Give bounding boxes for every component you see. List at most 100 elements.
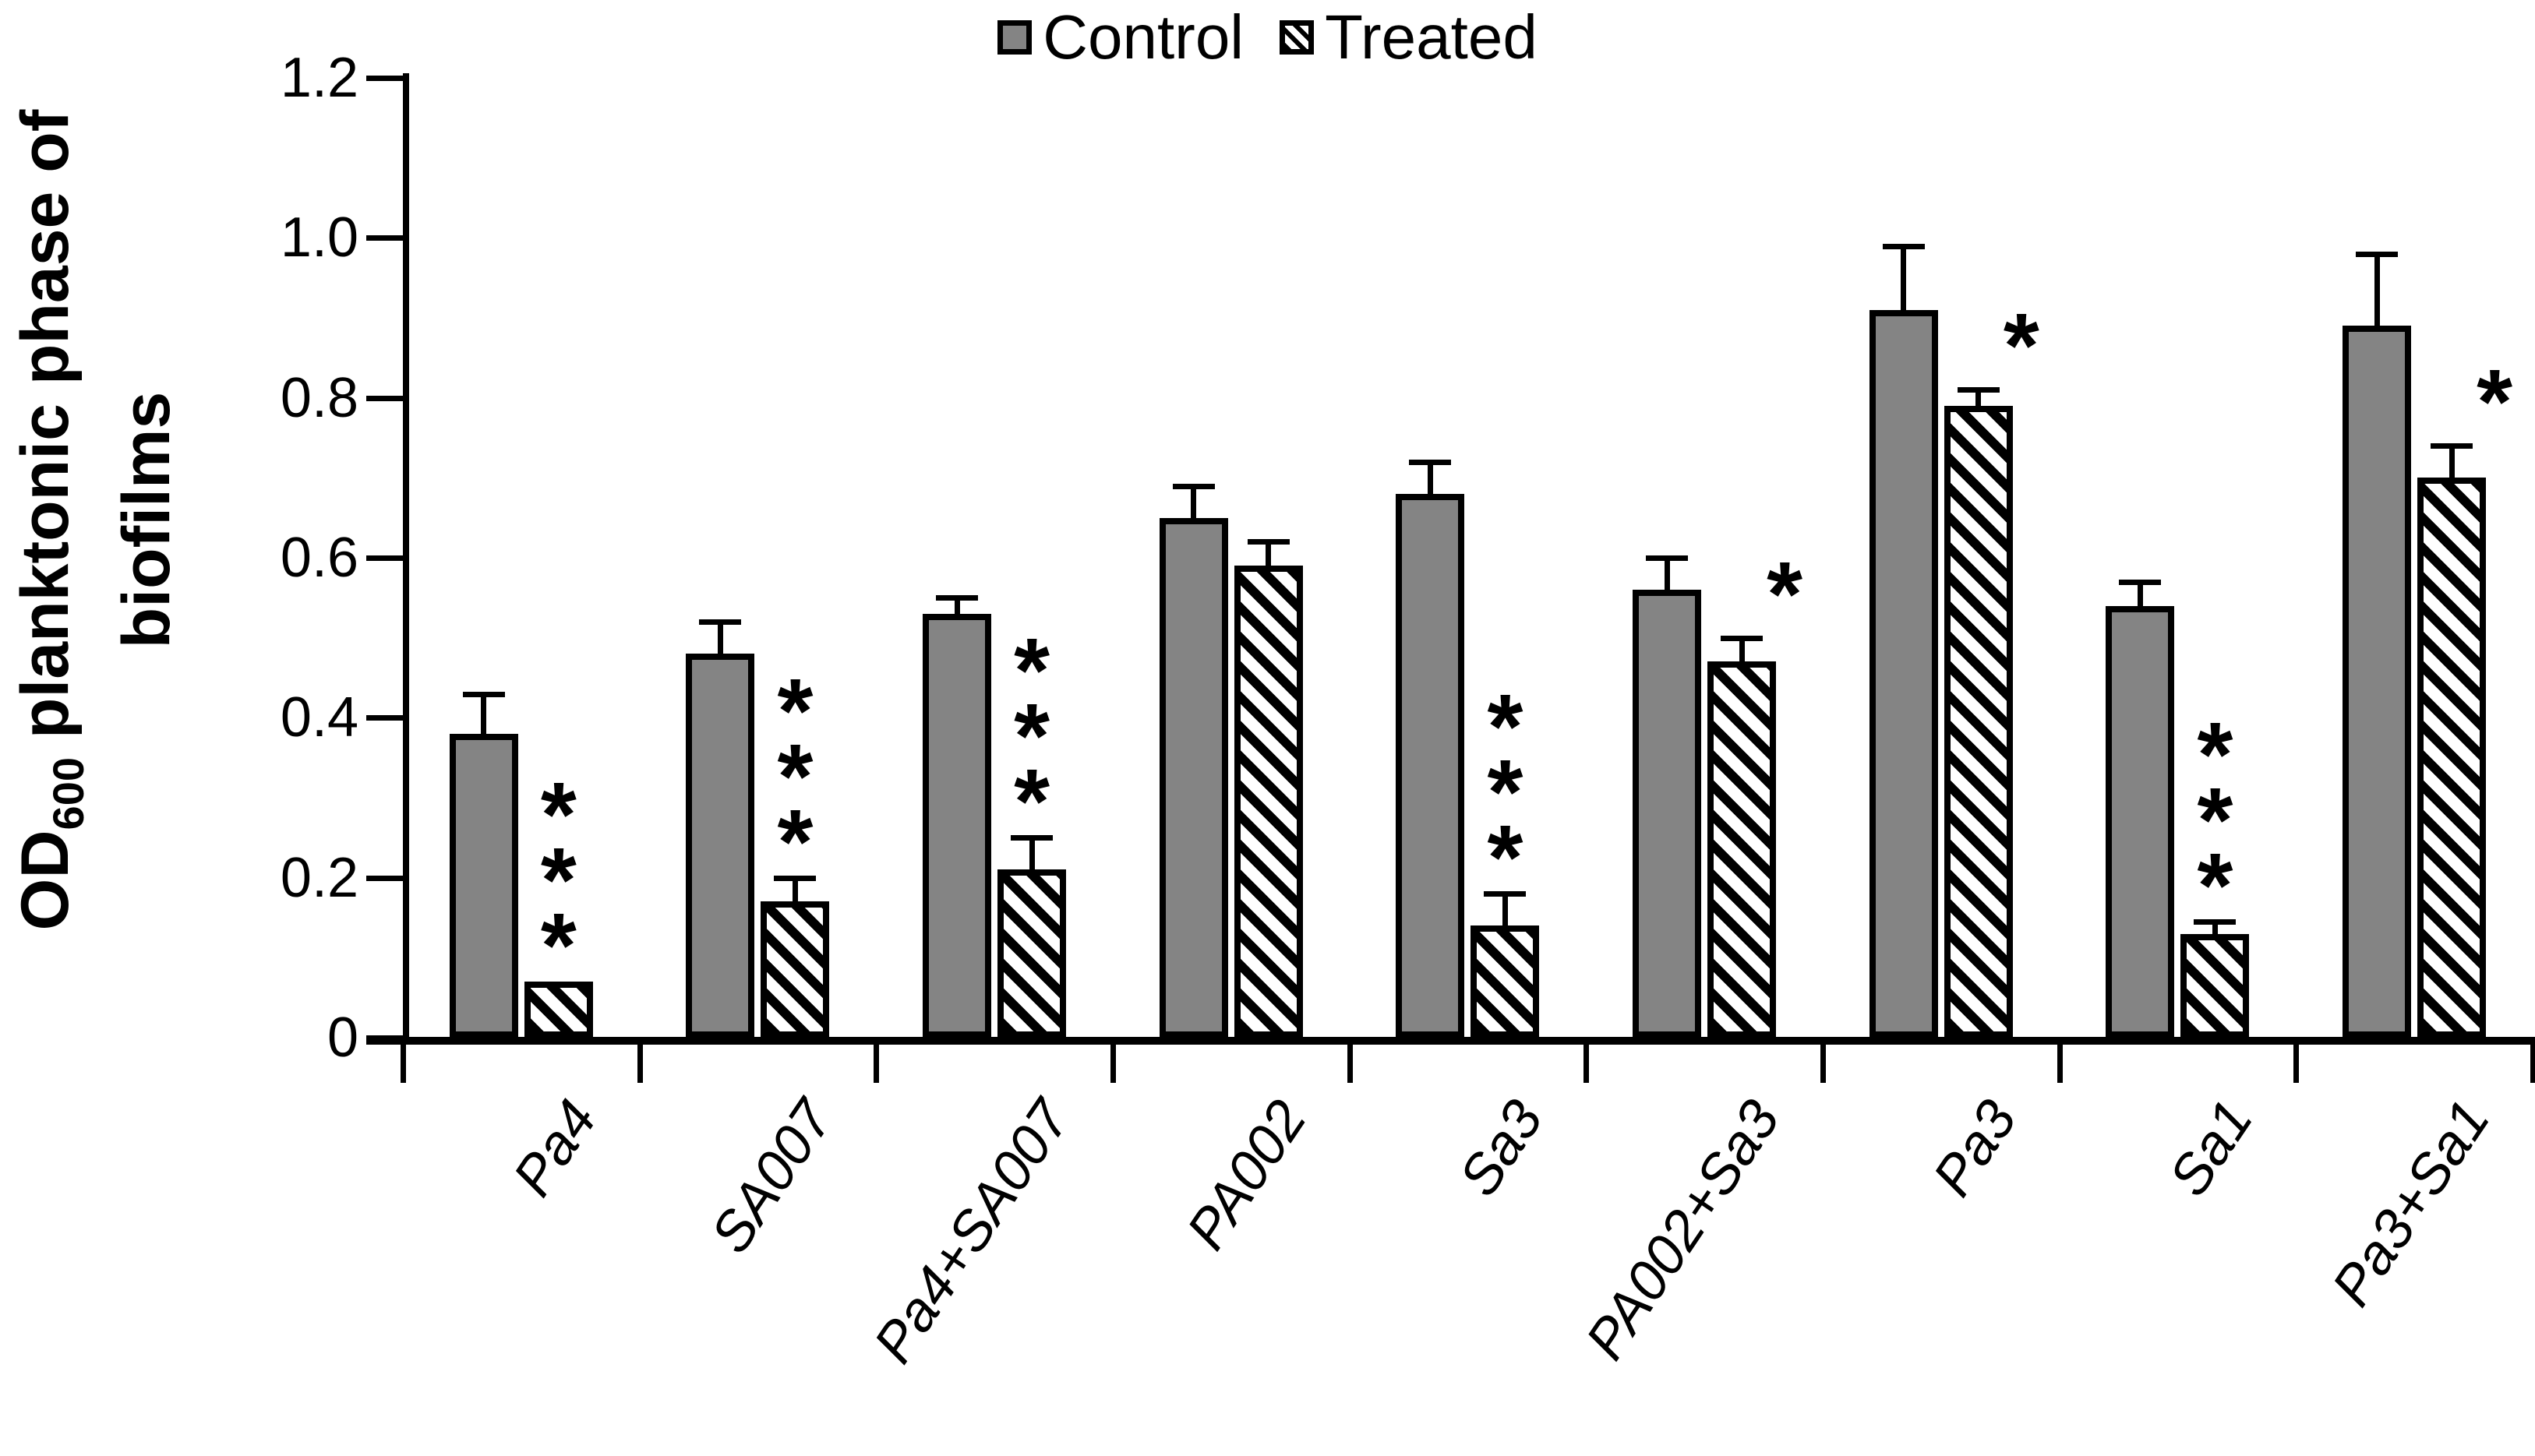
error-bar-line [1191,485,1197,520]
error-bar-line [1427,461,1433,495]
bar-control [2343,326,2412,1038]
error-bar-cap [936,595,979,601]
y-tick-mark [366,395,403,401]
y-tick-mark [366,75,403,81]
y-tick-label: 0.2 [280,846,358,909]
error-bar-line [2137,581,2143,608]
significance-stars: * [777,724,814,828]
significance-stars: * [2197,834,2233,938]
x-category-label: Pa3+Sa1 [2320,1089,2502,1317]
error-bar-line [481,693,487,735]
bar-treated [1234,566,1303,1038]
error-bar-cap [2119,579,2162,585]
error-bar-line [1901,245,1907,312]
error-bar-line [954,598,960,615]
bar-treated [2417,478,2487,1038]
y-axis-line [403,72,409,1044]
significance-stars: * [1014,619,1050,723]
y-axis-title-line2: biofilms [109,391,184,649]
y-tick-mark [366,715,403,721]
bar-treated [1471,925,1540,1038]
bar-control [923,613,992,1038]
error-bar-cap [1882,243,1925,249]
y-tick-label: 1.0 [280,206,358,270]
y-tick-label: 0 [327,1007,358,1069]
error-bar-cap [1011,835,1054,841]
significance-stars: * [1487,806,1523,910]
error-bar-cap [2431,443,2473,449]
error-bar-line [2212,922,2218,936]
bar-treated [524,982,593,1038]
x-tick-mark [1583,1038,1590,1083]
error-bar-cap [2194,919,2237,925]
significance-star: * [2003,294,2039,398]
x-category-label: Sa3 [1447,1089,1555,1207]
legend-item-treated: Treated [1280,6,1538,69]
error-bar-cap [1646,555,1689,561]
error-bar-line [1266,541,1272,568]
significance-stars: * [1487,741,1523,844]
significance-stars: * [1487,675,1523,779]
y-axis-title-subscript: 600 [44,757,93,830]
error-bar-line [2448,446,2455,480]
error-bar-line [1664,557,1670,592]
bar-treated [2180,933,2250,1038]
x-axis-line [366,1037,2535,1045]
significance-stars: * [1014,750,1050,854]
x-tick-mark [2530,1038,2535,1083]
error-bar-cap [1721,635,1764,641]
x-tick-mark [1820,1038,1826,1083]
treated-swatch-icon [1280,20,1315,55]
significance-stars: * [540,894,577,998]
bar-control [1633,590,1702,1038]
x-tick-mark [637,1038,643,1083]
error-bar-line [1502,894,1508,928]
y-axis-title: OD600 planktonic phase of biofilms [6,4,185,1036]
x-category-label: PA002+Sa3 [1573,1089,1792,1371]
bar-treated [761,901,830,1038]
bar-control [1396,493,1465,1038]
error-bar-cap [1484,891,1527,897]
bar-treated [1944,405,2013,1038]
x-category-label: Sa1 [2157,1089,2265,1207]
bar-control [1869,309,1938,1038]
bar-control [2106,605,2175,1038]
x-tick-mark [874,1038,880,1083]
y-tick-mark [366,875,403,881]
significance-stars: * [1014,685,1050,788]
significance-star: * [2477,351,2513,454]
x-category-label: Pa3 [1920,1089,2028,1207]
x-category-label: Pa4+SA007 [861,1089,1082,1374]
error-bar-cap [462,691,505,697]
error-bar-cap [2356,251,2399,257]
y-tick-mark [366,555,403,561]
y-tick-mark [366,235,403,241]
bar-control [686,654,755,1038]
x-category-label: SA007 [699,1089,846,1264]
error-bar-line [1739,637,1745,664]
y-tick-label: 1.2 [280,46,358,109]
bar-treated [997,869,1067,1038]
chart-legend: Control Treated [0,6,2535,69]
y-tick-label: 0.8 [280,366,358,429]
error-bar-cap [699,619,742,626]
x-tick-mark [1110,1038,1116,1083]
significance-stars: * [777,790,814,894]
y-axis-title-line1: OD600 planktonic phase of [8,109,93,931]
error-bar-line [1029,837,1035,872]
x-tick-mark [2293,1038,2300,1083]
significance-stars: * [540,829,577,932]
significance-stars: * [2197,769,2233,873]
y-tick-mark [366,1035,403,1041]
x-tick-mark [1347,1038,1353,1083]
x-category-label: PA002 [1174,1089,1319,1261]
error-bar-cap [1247,539,1290,545]
error-bar-line [2374,253,2380,328]
error-bar-cap [774,875,817,881]
control-swatch-icon [997,20,1033,55]
x-category-label: Pa4 [501,1089,609,1207]
error-bar-cap [1172,483,1215,489]
error-bar-cap [1957,387,2000,393]
bar-control [1159,517,1228,1038]
significance-stars: * [540,763,577,867]
